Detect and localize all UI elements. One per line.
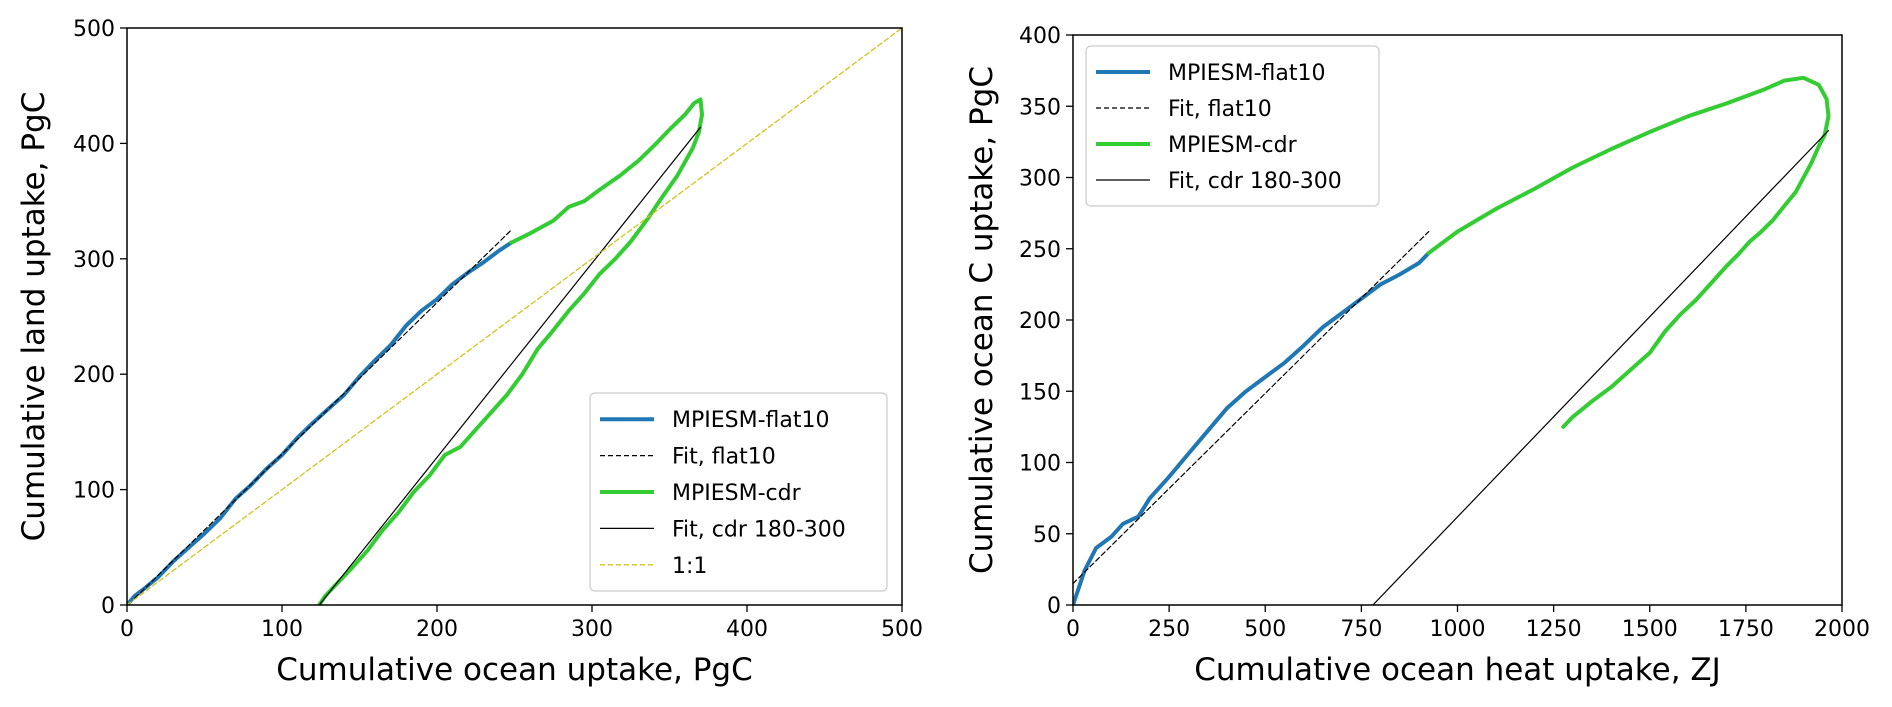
legend-label: Fit, flat10 <box>672 445 776 470</box>
series-line-0 <box>1073 251 1431 605</box>
right-chart-panel: 0 250 500 750 1000 1250 1500 1750 2000 0 50 100 150 2… <box>964 24 1870 688</box>
y-tick-label: 300 <box>73 248 115 273</box>
series-line-3 <box>318 126 702 605</box>
series-line-3 <box>1372 129 1830 605</box>
x-tick-label: 1500 <box>1622 617 1678 642</box>
x-tick-label: 250 <box>1148 617 1190 642</box>
y-tick-label: 150 <box>1019 380 1061 405</box>
y-tick-label: 350 <box>1019 95 1061 120</box>
series-line-1 <box>1073 231 1430 585</box>
x-tick-label: 200 <box>416 617 458 642</box>
legend: MPIESM-flat10 Fit, flat10 MPIESM-cdr Fit, c… <box>1085 45 1380 207</box>
x-tick-label: 500 <box>881 617 923 642</box>
legend-label: Fit, flat10 <box>1168 97 1272 122</box>
legend-box <box>1085 45 1380 207</box>
y-tick-label: 300 <box>1019 167 1061 192</box>
x-tick-label: 100 <box>261 617 303 642</box>
legend-box <box>589 392 888 592</box>
x-tick-label: 1750 <box>1718 617 1774 642</box>
x-axis-label: Cumulative ocean uptake, PgC <box>276 652 753 688</box>
legend-label: Fit, cdr 180-300 <box>672 517 846 542</box>
y-axis-label: Cumulative land uptake, PgC <box>16 92 52 542</box>
legend-label: MPIESM-cdr <box>672 481 802 506</box>
y-tick-label: 0 <box>101 594 115 619</box>
series-line-1 <box>134 229 512 599</box>
y-tick-label: 200 <box>73 363 115 388</box>
y-tick-label: 100 <box>1019 452 1061 477</box>
legend-label: MPIESM-flat10 <box>672 408 829 433</box>
x-tick-label: 0 <box>1066 617 1080 642</box>
x-tick-label: 2000 <box>1814 617 1870 642</box>
legend-label: MPIESM-cdr <box>1168 133 1298 158</box>
series-line-4 <box>127 28 902 605</box>
plot-area <box>1073 75 1831 605</box>
y-tick-label: 50 <box>1033 523 1061 548</box>
y-tick-label: 400 <box>1019 24 1061 49</box>
left-chart-panel: 0 100 200 300 400 500 0 100 200 300 400 500 Cumulati… <box>16 17 923 688</box>
x-tick-label: 750 <box>1340 617 1382 642</box>
x-tick-label: 500 <box>1244 617 1286 642</box>
x-tick-label: 300 <box>571 617 613 642</box>
series-line-2 <box>1426 75 1831 429</box>
legend-label: MPIESM-flat10 <box>1168 61 1325 86</box>
y-tick-label: 250 <box>1019 238 1061 263</box>
y-tick-label: 0 <box>1047 594 1061 619</box>
x-tick-label: 400 <box>726 617 768 642</box>
plot-area <box>127 28 902 605</box>
y-tick-label: 100 <box>73 479 115 504</box>
axes-frame <box>126 27 903 606</box>
y-axis-label: Cumulative ocean C uptake, PgC <box>964 66 1000 574</box>
series-line-0 <box>127 240 514 605</box>
y-tick-label: 400 <box>73 132 115 157</box>
series-line-2 <box>317 97 704 605</box>
x-axis-label: Cumulative ocean heat uptake, ZJ <box>1194 652 1721 688</box>
x-tick-label: 1250 <box>1526 617 1582 642</box>
x-tick-label: 1000 <box>1430 617 1486 642</box>
x-tick-label: 0 <box>120 617 134 642</box>
y-tick-label: 200 <box>1019 309 1061 334</box>
legend: MPIESM-flat10 Fit, flat10 MPIESM-cdr Fit, c… <box>589 392 888 592</box>
y-tick-label: 500 <box>73 17 115 42</box>
legend-label: Fit, cdr 180-300 <box>1168 169 1342 194</box>
legend-label: 1:1 <box>672 554 707 579</box>
